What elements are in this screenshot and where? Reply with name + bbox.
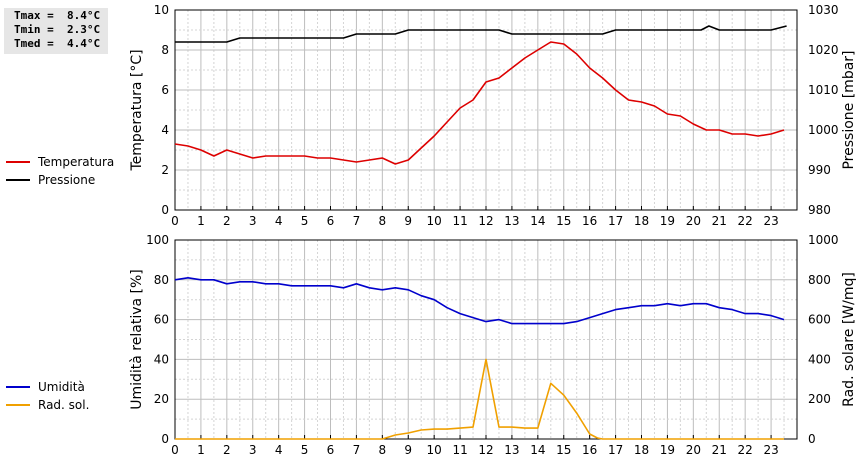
y2-tick-label: 200 <box>808 392 831 406</box>
x-tick-label: 22 <box>738 443 753 457</box>
x-tick-label: 20 <box>686 214 701 228</box>
x-tick-label: 9 <box>404 214 412 228</box>
y2-tick-label: 980 <box>808 203 831 217</box>
y2-tick-label: 1000 <box>808 233 839 247</box>
x-tick-label: 7 <box>353 443 361 457</box>
x-tick-label: 15 <box>556 214 571 228</box>
series-line-rad-sol <box>175 358 784 440</box>
y2-tick-label: 1010 <box>808 83 839 97</box>
x-tick-label: 10 <box>427 214 442 228</box>
y-tick-label: 60 <box>154 313 169 327</box>
series-line-pressione <box>175 25 787 43</box>
y2-tick-label: 1020 <box>808 43 839 57</box>
y-axis-label: Temperatura [°C] <box>129 49 145 171</box>
x-tick-label: 0 <box>171 443 179 457</box>
x-tick-label: 2 <box>223 443 231 457</box>
y2-axis-label: Pressione [mbar] <box>841 50 857 169</box>
x-tick-label: 17 <box>608 214 623 228</box>
legend-label-rad-sol: Rad. sol. <box>38 398 89 412</box>
x-tick-label: 23 <box>763 443 778 457</box>
x-tick-label: 9 <box>404 443 412 457</box>
plot-frame <box>174 239 798 440</box>
x-tick-label: 8 <box>379 214 387 228</box>
x-tick-label: 3 <box>249 214 257 228</box>
x-tick-label: 1 <box>197 214 205 228</box>
bottom-chart-panel: 0 1 2 3 4 5 6 7 8 9 10 11 12 13 14 15 16 17 18 19 20 21 22 2302… <box>6 233 857 457</box>
x-tick-label: 12 <box>478 443 493 457</box>
x-tick-label: 4 <box>275 443 283 457</box>
x-tick-label: 1 <box>197 443 205 457</box>
y-tick-label: 10 <box>154 3 169 17</box>
legend-label-temperatura: Temperatura <box>37 155 114 169</box>
x-tick-label: 13 <box>504 214 519 228</box>
x-tick-label: 14 <box>530 214 545 228</box>
tmax-text: Tmax = 8.4°C <box>14 9 101 22</box>
x-tick-label: 12 <box>478 214 493 228</box>
y2-tick-label: 800 <box>808 273 831 287</box>
y2-tick-label: 990 <box>808 163 831 177</box>
top-chart-panel: 0 1 2 3 4 5 6 7 8 9 10 11 12 13 14 15 16 17 18 19 20 21 22 2302… <box>6 3 857 228</box>
x-tick-label: 7 <box>353 214 361 228</box>
x-tick-label: 4 <box>275 214 283 228</box>
x-tick-label: 11 <box>452 443 467 457</box>
x-tick-label: 3 <box>249 443 257 457</box>
tmed-text: Tmed = 4.4°C <box>14 37 101 50</box>
x-tick-label: 17 <box>608 443 623 457</box>
y-tick-label: 40 <box>154 352 169 366</box>
y-tick-label: 4 <box>161 123 169 137</box>
x-tick-label: 18 <box>634 214 649 228</box>
series-line-umidit <box>174 276 785 325</box>
legend-label-umidit: Umidità <box>38 380 85 394</box>
x-tick-label: 8 <box>379 443 387 457</box>
y2-tick-label: 0 <box>808 432 816 446</box>
x-tick-label: 11 <box>452 214 467 228</box>
y-tick-label: 20 <box>154 392 169 406</box>
x-tick-label: 2 <box>223 214 231 228</box>
y2-tick-label: 600 <box>808 313 831 327</box>
stats-box: Tmax = 8.4°C Tmin = 2.3°C Tmed = 4.4°C <box>4 8 108 54</box>
x-tick-label: 15 <box>556 443 571 457</box>
x-tick-label: 6 <box>327 214 335 228</box>
x-tick-label: 18 <box>634 443 649 457</box>
y-tick-label: 2 <box>161 163 169 177</box>
y-tick-label: 100 <box>146 233 169 247</box>
x-tick-label: 22 <box>738 214 753 228</box>
y2-tick-label: 1000 <box>808 123 839 137</box>
legend-label-pressione: Pressione <box>38 173 95 187</box>
x-tick-label: 19 <box>660 214 675 228</box>
x-tick-label: 21 <box>712 443 727 457</box>
y-tick-label: 6 <box>161 83 169 97</box>
x-tick-label: 0 <box>171 214 179 228</box>
y-tick-label: 0 <box>161 203 169 217</box>
y-tick-label: 0 <box>161 432 169 446</box>
y-tick-label: 80 <box>154 273 169 287</box>
y2-tick-label: 1030 <box>808 3 839 17</box>
plot-frame <box>174 9 798 211</box>
x-tick-label: 6 <box>327 443 335 457</box>
y2-tick-label: 400 <box>808 352 831 366</box>
tmin-text: Tmin = 2.3°C <box>14 23 101 36</box>
x-tick-label: 5 <box>301 214 309 228</box>
x-tick-label: 19 <box>660 443 675 457</box>
x-tick-label: 14 <box>530 443 545 457</box>
x-tick-label: 16 <box>582 443 597 457</box>
x-tick-label: 16 <box>582 214 597 228</box>
x-tick-label: 5 <box>301 443 309 457</box>
x-tick-label: 10 <box>427 443 442 457</box>
y-tick-label: 8 <box>161 43 169 57</box>
x-tick-label: 23 <box>763 214 778 228</box>
y-axis-label: Umidità relativa [%] <box>129 269 145 410</box>
series-line-temperatura <box>174 41 785 165</box>
x-tick-label: 21 <box>712 214 727 228</box>
x-tick-label: 20 <box>686 443 701 457</box>
y2-axis-label: Rad. solare [W/mq] <box>841 272 857 407</box>
x-tick-label: 13 <box>504 443 519 457</box>
